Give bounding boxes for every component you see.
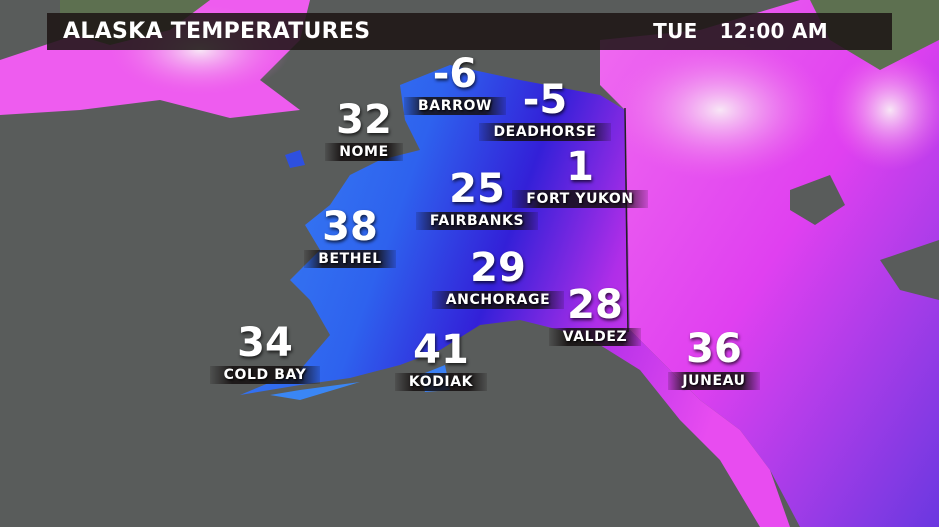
temperature: 25 [449,166,505,212]
city-name: VALDEZ [548,328,642,346]
city-anchorage: 29 ANCHORAGE [418,247,578,309]
temperature: 38 [322,204,378,250]
city-name: BARROW [403,97,506,115]
temperature: 28 [567,282,623,328]
temperature: 41 [413,327,469,373]
city-name: NOME [325,143,403,161]
city-juneau: 36 JUNEAU [634,328,794,390]
border-line [624,107,629,333]
city-name: JUNEAU [668,372,760,390]
temperature: 32 [336,97,392,143]
temperature: 36 [686,326,742,372]
page-title: ALASKA TEMPERATURES [63,19,371,44]
city-valdez: 28 VALDEZ [515,284,675,346]
time-label: 12:00 AM [719,19,828,43]
city-deadhorse: -5 DEADHORSE [465,79,625,141]
city-fort-yukon: 1 FORT YUKON [500,146,660,208]
city-name: COLD BAY [209,366,321,384]
title-bar: ALASKA TEMPERATURES TUE 12:00 AM [47,13,892,50]
city-kodiak: 41 KODIAK [361,329,521,391]
temperature: -6 [432,51,478,97]
temperature: -5 [522,77,568,123]
timestamp: TUE 12:00 AM [653,19,828,43]
city-nome: 32 NOME [284,99,444,161]
city-name: DEADHORSE [479,123,611,141]
city-barrow: -6 BARROW [375,53,535,115]
temperature: 29 [470,245,526,291]
day-label: TUE [653,19,698,43]
city-name: FORT YUKON [512,190,648,208]
city-name: BETHEL [304,250,396,268]
temperature: 1 [566,144,594,190]
city-name: ANCHORAGE [431,291,565,309]
city-cold-bay: 34 COLD BAY [185,322,345,384]
temperature: 34 [237,320,293,366]
city-name: KODIAK [394,373,488,391]
city-fairbanks: 25 FAIRBANKS [397,168,557,230]
city-name: FAIRBANKS [415,212,539,230]
canada-landmass [600,0,939,527]
city-bethel: 38 BETHEL [270,206,430,268]
